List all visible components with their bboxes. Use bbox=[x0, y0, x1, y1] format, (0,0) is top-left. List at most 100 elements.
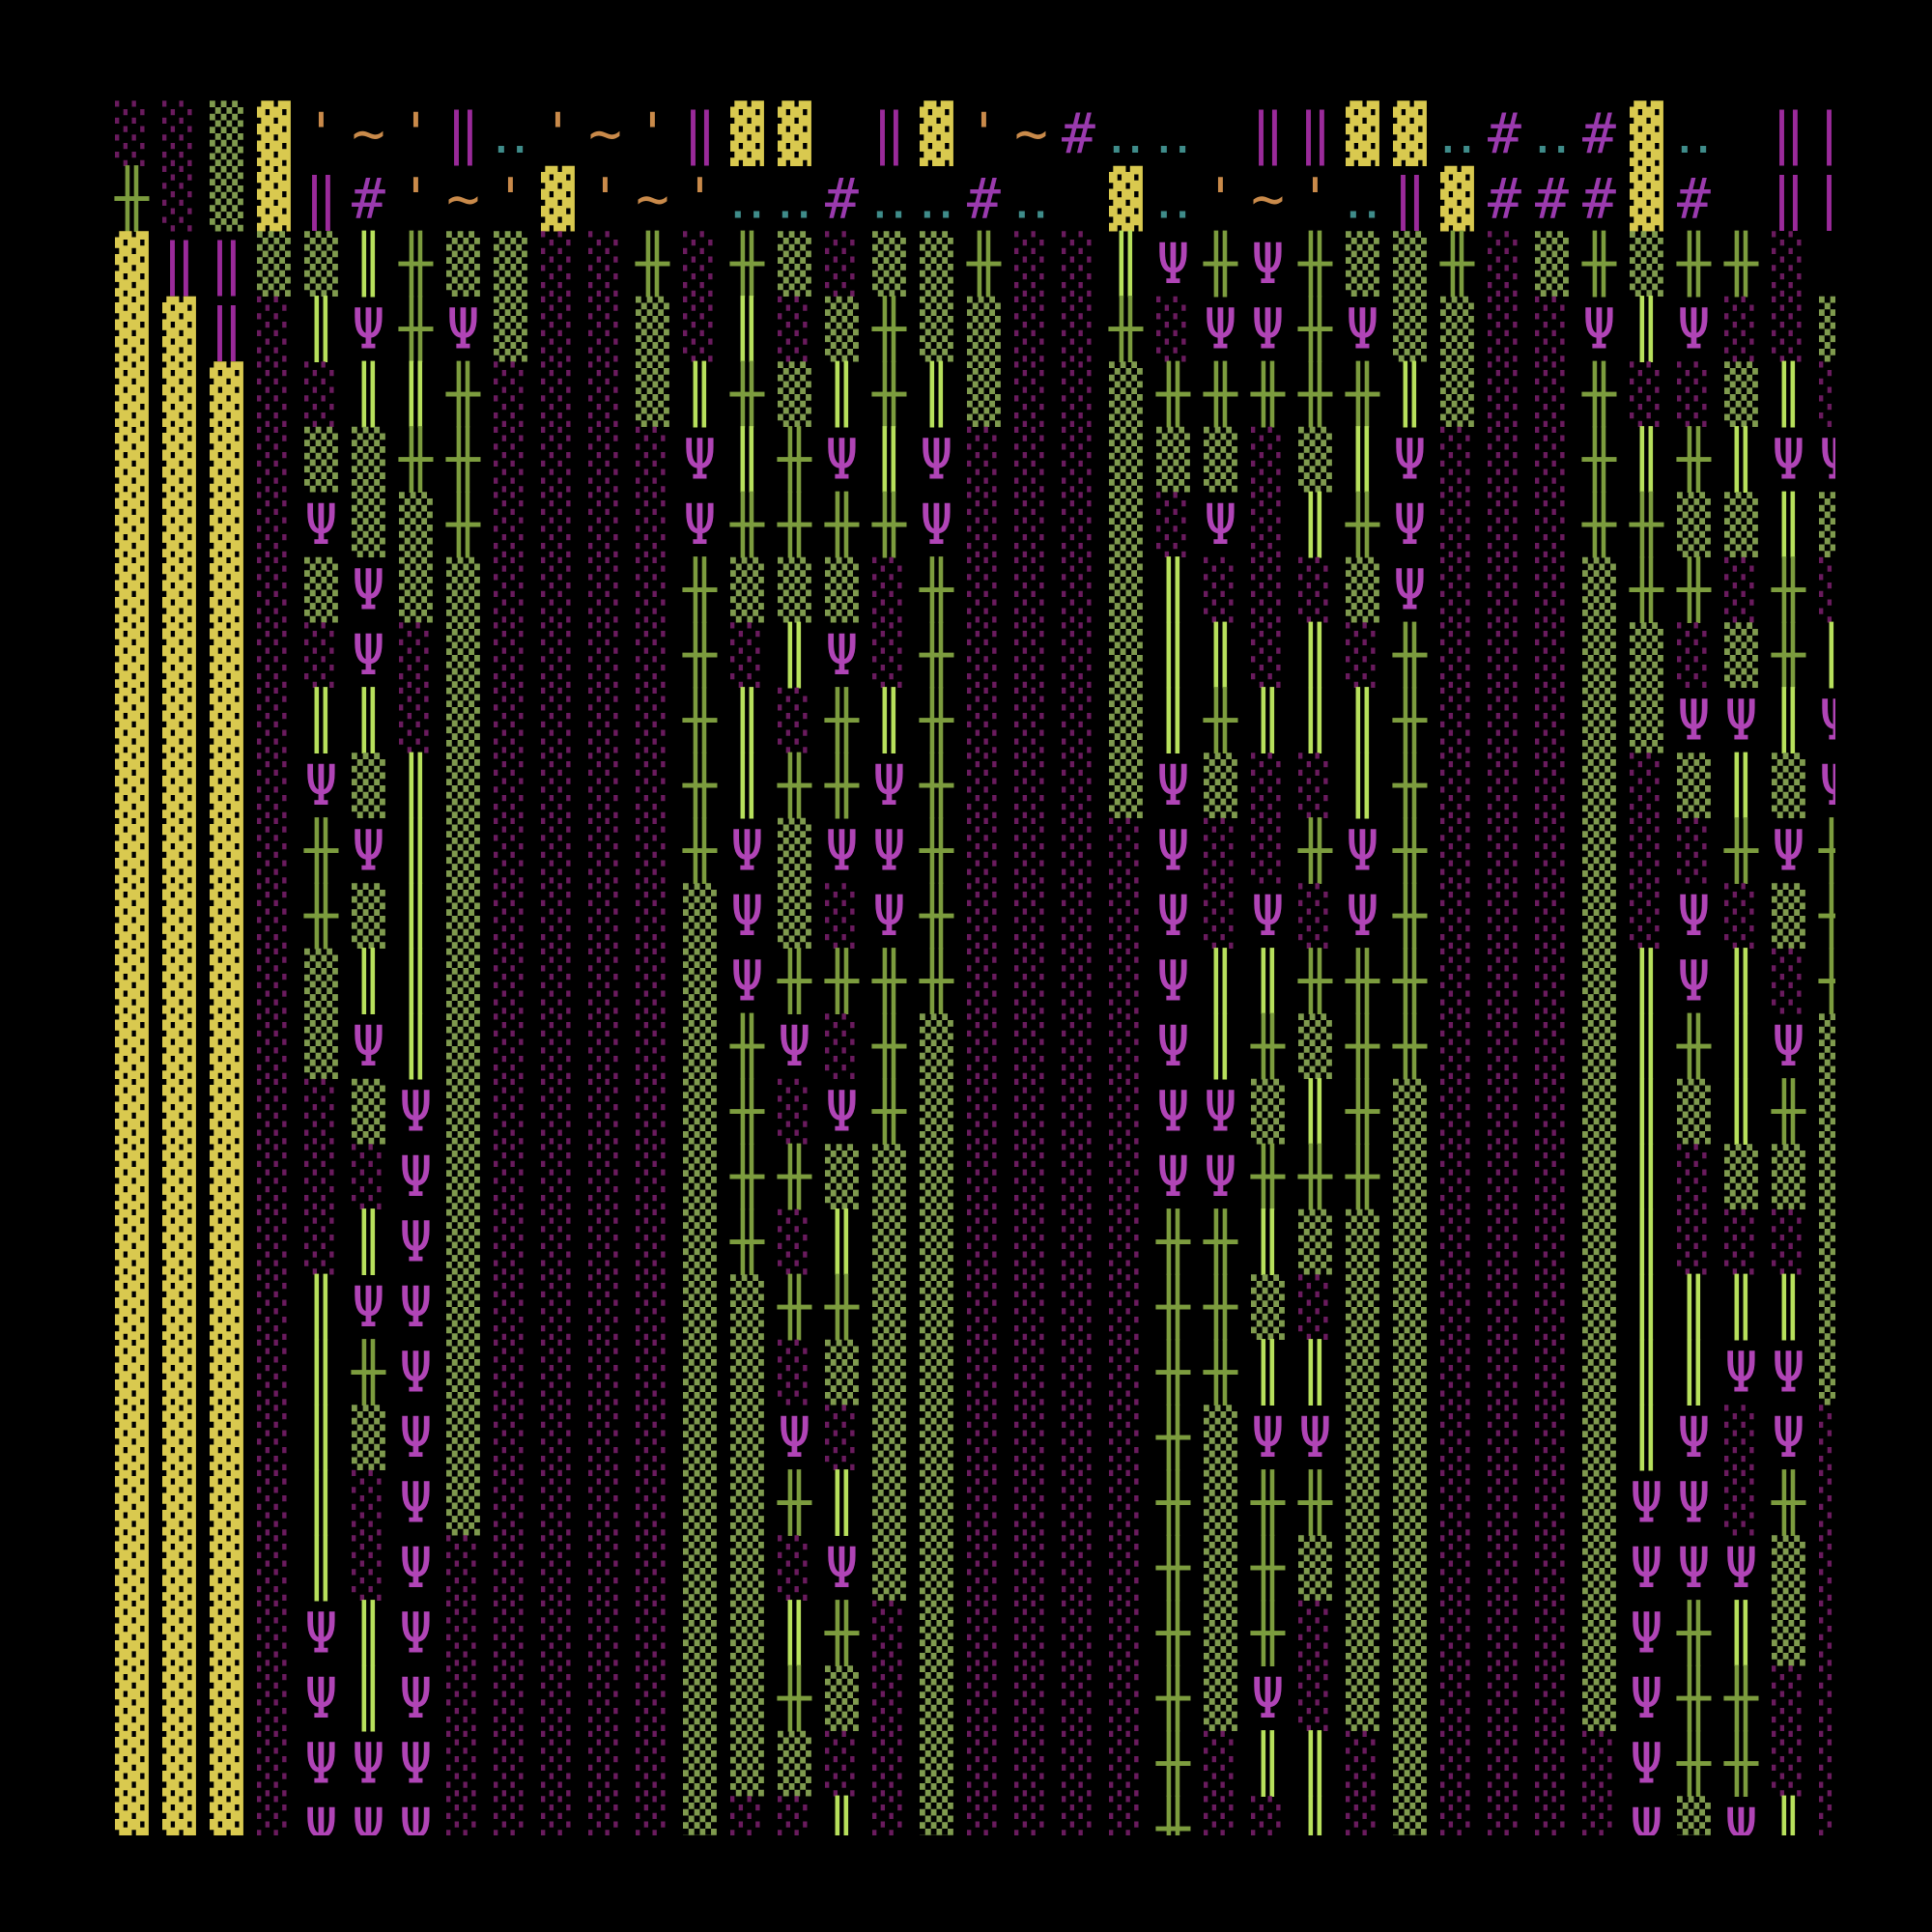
glyph: ░ bbox=[1488, 818, 1521, 884]
map-row: ▓ ▓ ▓ ░ ░ ║ Ψ ▒ ░ ░ ░ ░ ▒ ╫ ░ ║ ▒ ▒ ░ ░ ░ ░ ╫ ╫ ║ ▒ ▒ ▒ ░ ░ ░ ▒ ║ ░ ░ ░ ▒ bbox=[115, 1208, 1853, 1276]
glyph: ‥ bbox=[1344, 166, 1381, 232]
glyph: Ψ bbox=[1677, 1535, 1711, 1601]
glyph: ░ bbox=[1819, 361, 1853, 427]
glyph: ▒ bbox=[636, 297, 669, 362]
glyph: ░ bbox=[1535, 1470, 1569, 1536]
glyph: ║ bbox=[1298, 491, 1332, 558]
glyph: ▓ bbox=[210, 361, 243, 427]
glyph: ▓ bbox=[162, 1601, 196, 1666]
glyph: ▓ bbox=[115, 753, 149, 818]
glyph: ▓ bbox=[1440, 166, 1474, 232]
glyph: ░ bbox=[494, 753, 527, 818]
glyph: ▓ bbox=[115, 1013, 149, 1079]
glyph: ~ bbox=[588, 100, 622, 166]
glyph: ░ bbox=[778, 1209, 811, 1275]
glyph: ░ bbox=[1062, 557, 1095, 623]
glyph: ╫ bbox=[1581, 230, 1617, 298]
glyph: ‥ bbox=[492, 100, 529, 166]
glyph: ░ bbox=[1062, 688, 1095, 753]
glyph: ╫ bbox=[919, 948, 954, 1015]
glyph: ▒ bbox=[1204, 1665, 1237, 1731]
map-row: ▓ ▓ ▓ ░ ░ ░ Ψ ▒ ░ ░ ░ ░ ▒ ╫ ╫ ▒ ▒ ▒ ░ ░ ░ ░ Ψ Ψ ╫ ╫ ╫ ▒ ░ ░ ░ ▒ ║ ░ ▒ ▒ ▒ bbox=[115, 1143, 1853, 1210]
glyph: ▓ bbox=[210, 1601, 243, 1666]
glyph: ▒ bbox=[1298, 1535, 1332, 1601]
glyph: ║ bbox=[1204, 621, 1237, 689]
glyph: ░ bbox=[257, 1665, 291, 1731]
glyph: ║ bbox=[304, 1339, 338, 1406]
glyph: ░ bbox=[1062, 231, 1095, 297]
glyph: ▒ bbox=[494, 297, 527, 362]
glyph: ║ bbox=[730, 752, 764, 819]
glyph: ░ bbox=[1346, 1796, 1379, 1861]
glyph: ▒ bbox=[1393, 297, 1427, 362]
glyph: ╫ bbox=[398, 426, 434, 494]
glyph: ░ bbox=[1535, 622, 1569, 688]
glyph: ▓ bbox=[115, 622, 149, 688]
glyph: Ψ bbox=[778, 1405, 811, 1470]
glyph: ╫ bbox=[919, 556, 954, 624]
glyph: ░ bbox=[967, 1535, 1001, 1601]
glyph: ░ bbox=[1677, 1209, 1711, 1275]
glyph: ▓ bbox=[115, 688, 149, 753]
glyph: ▒ bbox=[1582, 818, 1616, 884]
glyph: Ψ bbox=[1156, 1013, 1190, 1079]
glyph: ░ bbox=[1109, 1470, 1143, 1536]
glyph: ▒ bbox=[352, 1079, 385, 1145]
glyph: ╫ bbox=[1771, 556, 1806, 624]
glyph: ╫ bbox=[824, 1273, 860, 1341]
glyph: ▓ bbox=[1109, 166, 1143, 232]
glyph: ░ bbox=[304, 1209, 338, 1275]
glyph: ░ bbox=[1251, 427, 1285, 493]
glyph: Ψ bbox=[1251, 1405, 1285, 1470]
glyph: ╫ bbox=[114, 165, 150, 233]
glyph: ░ bbox=[967, 949, 1001, 1014]
glyph: ░ bbox=[1535, 427, 1569, 493]
glyph: ░ bbox=[1724, 297, 1758, 362]
glyph: ░ bbox=[541, 1013, 575, 1079]
glyph: # bbox=[1535, 166, 1569, 232]
glyph: Ψ bbox=[399, 1665, 433, 1731]
glyph: ░ bbox=[588, 818, 622, 884]
glyph: ░ bbox=[1535, 1665, 1569, 1731]
glyph: ░ bbox=[494, 818, 527, 884]
glyph: Ψ bbox=[1204, 1144, 1237, 1209]
glyph: ║ bbox=[1630, 948, 1663, 1015]
glyph: ░ bbox=[683, 297, 717, 362]
glyph: ░ bbox=[1535, 1013, 1569, 1079]
glyph: ░ bbox=[541, 492, 575, 557]
glyph: ░ bbox=[1062, 1209, 1095, 1275]
glyph: ║ bbox=[1724, 1600, 1758, 1667]
glyph: ░ bbox=[825, 1013, 859, 1079]
glyph: ▒ bbox=[446, 231, 480, 297]
glyph: Ψ bbox=[304, 753, 338, 818]
glyph: ▒ bbox=[1251, 1274, 1285, 1340]
glyph: ╫ bbox=[919, 687, 954, 754]
glyph: ║ bbox=[304, 296, 338, 363]
glyph: ░ bbox=[588, 231, 622, 297]
glyph: ░ bbox=[1819, 1470, 1853, 1536]
glyph: ╫ bbox=[1155, 1404, 1191, 1471]
glyph: ░ bbox=[1772, 297, 1805, 362]
glyph: ▒ bbox=[1393, 1209, 1427, 1275]
glyph: ▒ bbox=[1677, 1796, 1711, 1861]
glyph: ╫ bbox=[919, 621, 954, 689]
glyph: ▓ bbox=[162, 492, 196, 557]
glyph: ░ bbox=[778, 1079, 811, 1145]
map-row: ▓ ▓ ▓ ░ Ψ ▒ ▒ ╫ ░ ░ ░ ░ Ψ ╫ ╫ ╫ ╫ Ψ ░ ░ ░ ▒ ░ Ψ ░ ║ ╫ Ψ ░ ░ ░ ╫ ╫ ▒ ▒ ║ ▒ bbox=[115, 491, 1853, 558]
glyph: ║ bbox=[1393, 360, 1427, 428]
glyph: ░ bbox=[1440, 818, 1474, 884]
glyph: ░ bbox=[636, 1665, 669, 1731]
glyph: Ψ bbox=[352, 557, 385, 623]
glyph: ▒ bbox=[1677, 492, 1711, 557]
glyph: ░ bbox=[1440, 1601, 1474, 1666]
glyph: ░ bbox=[636, 492, 669, 557]
glyph: ░ bbox=[778, 297, 811, 362]
glyph: Ψ bbox=[1819, 427, 1853, 493]
glyph: ▓ bbox=[162, 753, 196, 818]
glyph: ▒ bbox=[920, 1665, 953, 1731]
glyph: Ψ bbox=[1677, 883, 1711, 949]
glyph: ║ bbox=[730, 296, 764, 363]
glyph: ╫ bbox=[777, 948, 812, 1015]
glyph: ▒ bbox=[1772, 1144, 1805, 1209]
glyph: Ψ bbox=[352, 1796, 385, 1861]
